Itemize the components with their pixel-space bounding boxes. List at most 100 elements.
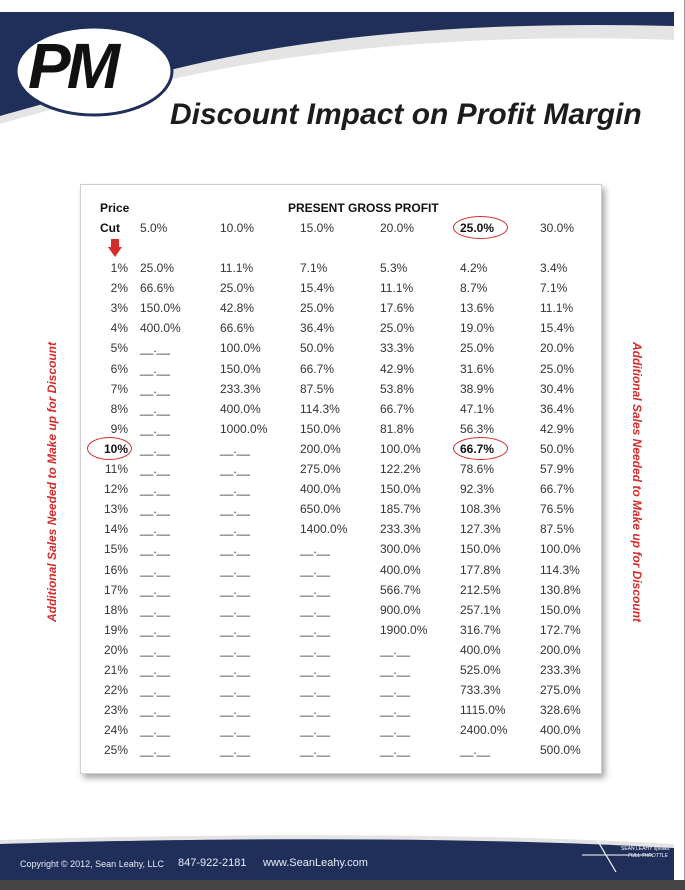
table-cell: 733.3% — [460, 683, 501, 698]
table-cell: 316.7% — [460, 622, 501, 637]
footer-logo-line1: SEAN LEAHY speaks — [621, 846, 670, 852]
table-cell: __.__ — [300, 723, 331, 738]
table-cell: 1900.0% — [380, 622, 428, 637]
table-cell: __.__ — [220, 683, 251, 698]
table-cell: 11.1% — [220, 261, 254, 275]
table-row: 11% __.__ __.__ 275.0% 122.2% 78.6% 57.9% — [81, 462, 601, 482]
table-cell: 100.0% — [380, 441, 421, 456]
down-arrow-icon — [108, 239, 122, 257]
table-cell: 400.0% — [540, 723, 581, 738]
highlight-circle-cell — [453, 437, 508, 460]
table-cell: 30.4% — [540, 381, 575, 396]
column-header: 5.0% — [140, 221, 168, 235]
table-row: 6% __.__ 150.0% 66.7% 42.9% 31.6% 25.0% — [81, 362, 601, 382]
table-cell: __.__ — [300, 743, 331, 758]
table-cell: 7.1% — [540, 281, 568, 296]
price-cut-cell: 11% — [104, 462, 128, 476]
table-cell: __.__ — [140, 421, 171, 436]
table-cell: 172.7% — [540, 622, 581, 637]
table-row: 14% __.__ __.__ 1400.0% 233.3% 127.3% 87.5% — [81, 522, 601, 542]
footer-banner — [0, 830, 674, 880]
table-cell: 87.5% — [300, 381, 335, 396]
table-cell: __.__ — [220, 602, 251, 617]
table-cell: 150.0% — [540, 602, 581, 617]
table-cell: 275.0% — [540, 683, 581, 698]
price-cut-cell: 21% — [103, 663, 128, 677]
table-cell: 114.3% — [540, 562, 580, 577]
table-cell: 42.9% — [540, 421, 575, 436]
table-cell: __.__ — [380, 743, 411, 758]
table-cell: 38.9% — [460, 381, 495, 396]
table-cell: __.__ — [140, 502, 171, 517]
table-row: 20% __.__ __.__ __.__ __.__ 400.0% 200.0% — [81, 643, 601, 663]
table-cell: 525.0% — [460, 663, 501, 677]
table-cell: __.__ — [300, 663, 331, 677]
table-cell: 328.6% — [540, 703, 581, 718]
table-cell: 150.0% — [140, 301, 181, 316]
table-cell: 11.1% — [540, 301, 574, 316]
table-cell: __.__ — [220, 622, 251, 637]
highlight-circle-column — [453, 216, 508, 239]
table-cell: __.__ — [140, 743, 171, 758]
table-cell: 50.0% — [300, 341, 335, 356]
table-cell: __.__ — [140, 683, 171, 698]
price-cut-cell: 13% — [103, 502, 128, 517]
footer-copyright: Copyright © 2012, Sean Leahy, LLC — [20, 859, 165, 869]
table-row: 16% __.__ __.__ __.__ 400.0% 177.8% 114.3% — [81, 563, 601, 583]
price-cut-cell: 5% — [110, 341, 128, 356]
table-cell: 87.5% — [540, 522, 575, 537]
table-row: 3% 150.0% 42.8% 25.0% 17.6% 13.6% 11.1% — [81, 301, 601, 321]
table-cell: __.__ — [140, 441, 171, 456]
price-cut-cell: 24% — [103, 723, 128, 738]
table-cell: __.__ — [140, 703, 171, 718]
table-cell: __.__ — [140, 482, 171, 497]
table-cell: 36.4% — [300, 321, 335, 336]
price-cut-cell: 25% — [103, 743, 128, 758]
table-cell: 257.1% — [460, 602, 501, 617]
table-cell: __.__ — [140, 401, 171, 416]
table-cell: 25.0% — [380, 321, 415, 336]
table-row: 2% 66.6% 25.0% 15.4% 11.1% 8.7% 7.1% — [81, 281, 601, 301]
table-cell: __.__ — [220, 482, 251, 497]
price-cut-cell: 3% — [110, 301, 128, 316]
table-cell: __.__ — [220, 723, 251, 738]
table-cell: 11.1% — [380, 281, 414, 296]
table-cell: __.__ — [220, 743, 251, 758]
table-cell: 233.3% — [220, 381, 261, 396]
table-cell: __.__ — [380, 663, 411, 677]
table-cell: 66.7% — [380, 401, 415, 416]
table-row: 7% __.__ 233.3% 87.5% 53.8% 38.9% 30.4% — [81, 382, 601, 402]
footer-phone: 847-922-2181 — [178, 857, 247, 869]
price-cut-cell: 4% — [110, 321, 128, 336]
table-cell: 150.0% — [460, 542, 501, 557]
column-header: 15.0% — [300, 221, 335, 235]
table-cell: __.__ — [220, 703, 251, 718]
header-price: Price — [100, 201, 130, 215]
table-cell: 150.0% — [380, 482, 421, 497]
page-title: Discount Impact on Profit Margin — [170, 98, 642, 131]
table-cell: 78.6% — [460, 462, 495, 476]
price-cut-cell: 14% — [103, 522, 128, 537]
table-cell: 400.0% — [300, 482, 341, 497]
table-cell: 57.9% — [540, 462, 575, 476]
table-cell: 1000.0% — [220, 421, 268, 436]
table-row: 15% __.__ __.__ __.__ 300.0% 150.0% 100.0% — [81, 542, 601, 562]
table-row: 8% __.__ 400.0% 114.3% 66.7% 47.1% 36.4% — [81, 402, 601, 422]
table-row: 25% __.__ __.__ __.__ __.__ __.__ 500.0% — [81, 743, 601, 763]
footer-website-link[interactable]: www.SeanLeahy.com — [263, 857, 368, 869]
table-cell: 4.2% — [460, 261, 488, 275]
table-cell: __.__ — [220, 502, 251, 517]
table-cell: __.__ — [140, 642, 171, 657]
table-cell: 7.1% — [300, 261, 328, 275]
table-cell: 8.7% — [460, 281, 488, 296]
table-cell: 100.0% — [220, 341, 261, 356]
table-cell: __.__ — [140, 622, 171, 637]
table-cell: 500.0% — [540, 743, 581, 758]
price-cut-cell: 19% — [103, 622, 128, 637]
table-cell: 25.0% — [140, 261, 175, 275]
table-cell: __.__ — [140, 341, 171, 356]
footer-logo-line2: FULL THROTTLE — [628, 853, 668, 859]
table-cell: 25.0% — [460, 341, 495, 356]
table-cell: __.__ — [140, 542, 171, 557]
table-cell: __.__ — [140, 723, 171, 738]
